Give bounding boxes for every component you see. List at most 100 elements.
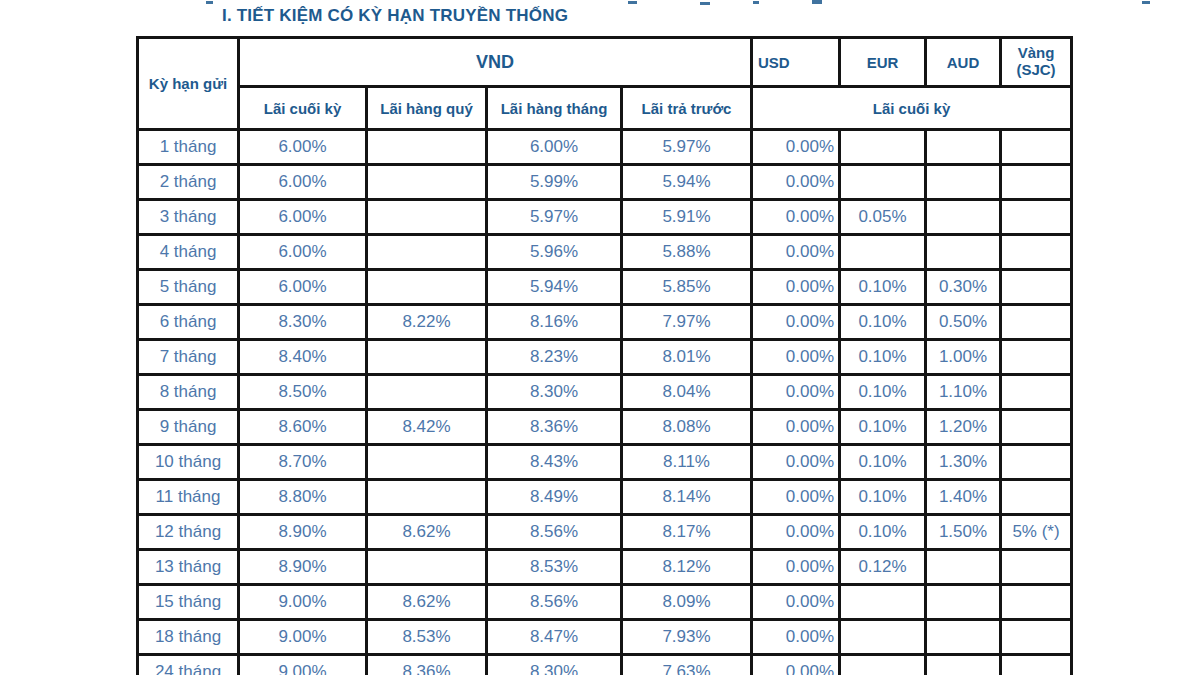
- cell-gold: [1001, 375, 1072, 410]
- table-row: 6 tháng8.30%8.22%8.16%7.97%0.00%0.10%0.5…: [138, 305, 1072, 340]
- cell-vnd-monthly: 5.99%: [487, 165, 622, 200]
- cell-aud: 1.50%: [926, 515, 1001, 550]
- cell-vnd-quarterly: [367, 130, 487, 165]
- cell-vnd-monthly: 5.96%: [487, 235, 622, 270]
- cell-usd: 0.00%: [752, 305, 840, 340]
- table-row: 3 tháng6.00%5.97%5.91%0.00%0.05%: [138, 200, 1072, 235]
- cell-vnd-quarterly: [367, 550, 487, 585]
- cell-usd: 0.00%: [752, 200, 840, 235]
- cell-vnd-quarterly: [367, 200, 487, 235]
- cell-eur: [840, 130, 926, 165]
- cell-usd: 0.00%: [752, 340, 840, 375]
- cell-term: 24 tháng: [138, 655, 239, 675]
- cropped-text-artifact: [812, 0, 822, 4]
- cell-aud: [926, 200, 1001, 235]
- table-row: 15 tháng9.00%8.62%8.56%8.09%0.00%: [138, 585, 1072, 620]
- cell-gold: [1001, 130, 1072, 165]
- cropped-text-artifact: [628, 1, 637, 4]
- header-row-2: Lãi cuối kỳ Lãi hàng quý Lãi hàng tháng …: [138, 87, 1072, 130]
- cell-term: 15 tháng: [138, 585, 239, 620]
- cell-vnd-monthly: 8.16%: [487, 305, 622, 340]
- cell-vnd-prepaid: 8.11%: [622, 445, 752, 480]
- cell-vnd-end: 6.00%: [239, 200, 367, 235]
- cell-term: 9 tháng: [138, 410, 239, 445]
- cell-eur: 0.10%: [840, 375, 926, 410]
- cell-vnd-quarterly: 8.36%: [367, 655, 487, 675]
- cell-aud: 0.30%: [926, 270, 1001, 305]
- cell-eur: [840, 655, 926, 675]
- cell-gold: [1001, 480, 1072, 515]
- cell-gold: [1001, 445, 1072, 480]
- cell-gold: [1001, 550, 1072, 585]
- cell-vnd-prepaid: 5.97%: [622, 130, 752, 165]
- cell-term: 13 tháng: [138, 550, 239, 585]
- cell-vnd-prepaid: 7.93%: [622, 620, 752, 655]
- cell-vnd-prepaid: 8.17%: [622, 515, 752, 550]
- cell-gold: [1001, 305, 1072, 340]
- cell-vnd-end: 6.00%: [239, 165, 367, 200]
- cell-aud: [926, 235, 1001, 270]
- cropped-text-artifact: [700, 2, 710, 5]
- cell-vnd-prepaid: 5.94%: [622, 165, 752, 200]
- cell-vnd-end: 8.40%: [239, 340, 367, 375]
- cell-usd: 0.00%: [752, 480, 840, 515]
- cell-term: 1 tháng: [138, 130, 239, 165]
- cell-aud: 1.40%: [926, 480, 1001, 515]
- cell-aud: 0.50%: [926, 305, 1001, 340]
- gold-column-header: Vàng(SJC): [1001, 38, 1072, 87]
- cell-usd: 0.00%: [752, 515, 840, 550]
- cell-eur: 0.05%: [840, 200, 926, 235]
- cell-eur: [840, 620, 926, 655]
- cell-vnd-prepaid: 8.04%: [622, 375, 752, 410]
- cell-vnd-quarterly: [367, 235, 487, 270]
- table-row: 11 tháng8.80%8.49%8.14%0.00%0.10%1.40%: [138, 480, 1072, 515]
- table-row: 8 tháng8.50%8.30%8.04%0.00%0.10%1.10%: [138, 375, 1072, 410]
- subheader-vnd-quarterly: Lãi hàng quý: [367, 87, 487, 130]
- cell-aud: 1.30%: [926, 445, 1001, 480]
- cell-usd: 0.00%: [752, 375, 840, 410]
- cell-term: 11 tháng: [138, 480, 239, 515]
- cell-vnd-end: 9.00%: [239, 620, 367, 655]
- cell-aud: 1.20%: [926, 410, 1001, 445]
- cropped-text-artifact: [206, 1, 213, 4]
- cell-vnd-monthly: 8.23%: [487, 340, 622, 375]
- cropped-text-artifact: [753, 1, 759, 4]
- cell-term: 5 tháng: [138, 270, 239, 305]
- cell-usd: 0.00%: [752, 585, 840, 620]
- cell-vnd-quarterly: 8.42%: [367, 410, 487, 445]
- cell-vnd-quarterly: [367, 480, 487, 515]
- cell-vnd-monthly: 8.43%: [487, 445, 622, 480]
- cell-vnd-quarterly: 8.62%: [367, 585, 487, 620]
- cell-vnd-monthly: 6.00%: [487, 130, 622, 165]
- cell-eur: [840, 235, 926, 270]
- gold-header-line1: Vàng: [1002, 45, 1070, 62]
- term-column-header: Kỳ hạn gửi: [138, 38, 239, 130]
- cell-vnd-prepaid: 8.01%: [622, 340, 752, 375]
- cell-vnd-end: 6.00%: [239, 130, 367, 165]
- table-row: 24 tháng9.00%8.36%8.30%7.63%0.00%: [138, 655, 1072, 675]
- cell-gold: [1001, 270, 1072, 305]
- cell-gold: [1001, 410, 1072, 445]
- cell-vnd-quarterly: [367, 445, 487, 480]
- cell-vnd-monthly: 8.53%: [487, 550, 622, 585]
- vnd-group-header: VND: [239, 38, 752, 87]
- cell-vnd-end: 9.00%: [239, 585, 367, 620]
- cell-eur: 0.10%: [840, 515, 926, 550]
- cell-term: 18 tháng: [138, 620, 239, 655]
- cell-vnd-monthly: 8.56%: [487, 585, 622, 620]
- cell-vnd-prepaid: 8.12%: [622, 550, 752, 585]
- cell-aud: [926, 655, 1001, 675]
- cell-vnd-end: 8.30%: [239, 305, 367, 340]
- cropped-text-artifact: [1142, 1, 1150, 4]
- cell-aud: 1.00%: [926, 340, 1001, 375]
- cell-vnd-end: 6.00%: [239, 235, 367, 270]
- currency-header-aud: AUD: [926, 38, 1001, 87]
- cell-gold: 5% (*): [1001, 515, 1072, 550]
- subheader-vnd-end-of-term: Lãi cuối kỳ: [239, 87, 367, 130]
- subheader-vnd-monthly: Lãi hàng tháng: [487, 87, 622, 130]
- cell-gold: [1001, 585, 1072, 620]
- currency-header-eur: EUR: [840, 38, 926, 87]
- section-title: I. TIẾT KIỆM CÓ KỲ HẠN TRUYỀN THỐNG: [222, 6, 568, 26]
- subheader-fx-end-of-term: Lãi cuối kỳ: [752, 87, 1072, 130]
- cell-vnd-monthly: 8.36%: [487, 410, 622, 445]
